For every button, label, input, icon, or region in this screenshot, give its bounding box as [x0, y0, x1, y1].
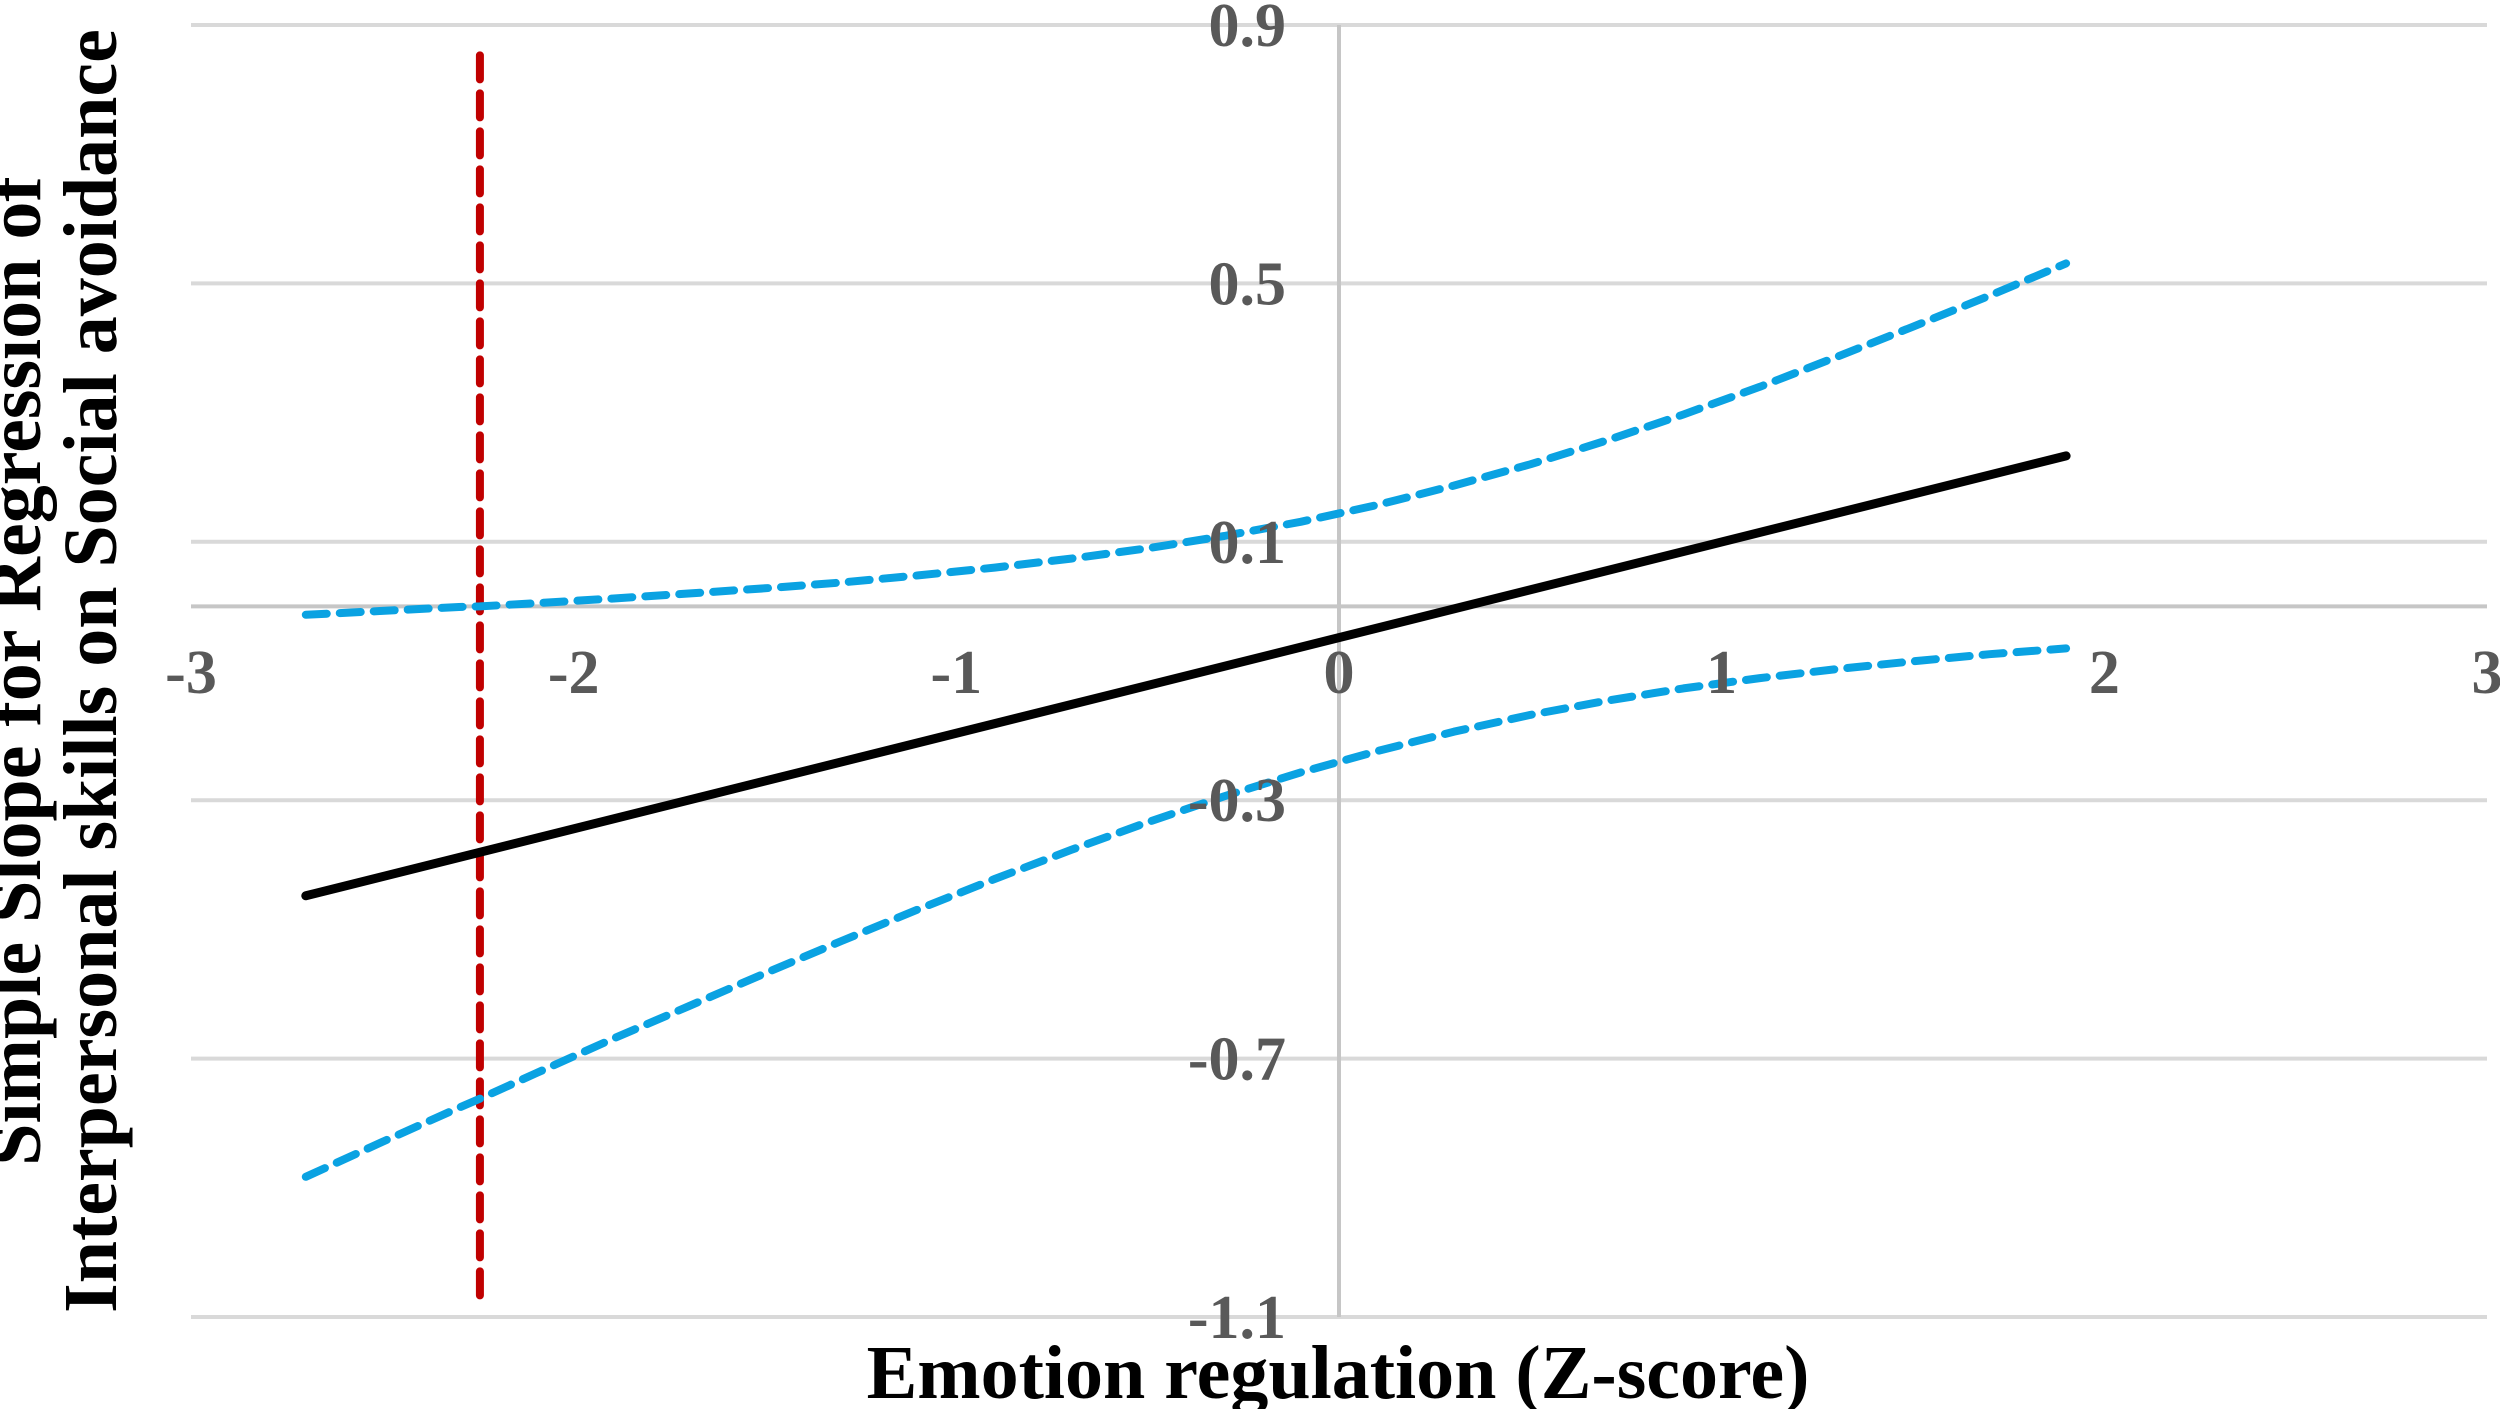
y-tick-label: 0.1: [1209, 509, 1287, 577]
x-tick-label: 2: [2089, 639, 2120, 707]
x-axis-title: Emotion regulation (Z-score): [867, 1331, 1810, 1409]
ci-lower-line: [301, 644, 2071, 1181]
simple-slope-line: [301, 451, 2071, 901]
y-tick-label: -0.7: [1188, 1026, 1286, 1094]
x-tick-label: 0: [1324, 639, 1355, 707]
x-tick-label: 3: [2472, 639, 2500, 707]
tick-labels-layer: 0.9 0.5 0.1 -0.3 -0.7 -1.1 -3 -2 -1 0 1 2 3: [165, 0, 2500, 1352]
series-layer: [301, 51, 2071, 1313]
y-tick-label: -0.3: [1188, 767, 1286, 835]
x-tick-label: -3: [165, 639, 217, 707]
y-tick-label: 0.5: [1209, 250, 1287, 318]
x-tick-label: -1: [931, 639, 983, 707]
axes-layer: [191, 25, 2487, 1317]
x-tick-label: -2: [548, 639, 600, 707]
ci-upper-line: [301, 259, 2071, 619]
y-axis-title-line-2: Interpersonal skills on Social avoidance: [49, 29, 133, 1313]
y-tick-label: -1.1: [1188, 1284, 1286, 1352]
y-axis-title-line-1: Simple Slope for Regression of: [0, 175, 57, 1166]
x-tick-label: 1: [1706, 639, 1737, 707]
y-tick-label: 0.9: [1209, 0, 1287, 60]
